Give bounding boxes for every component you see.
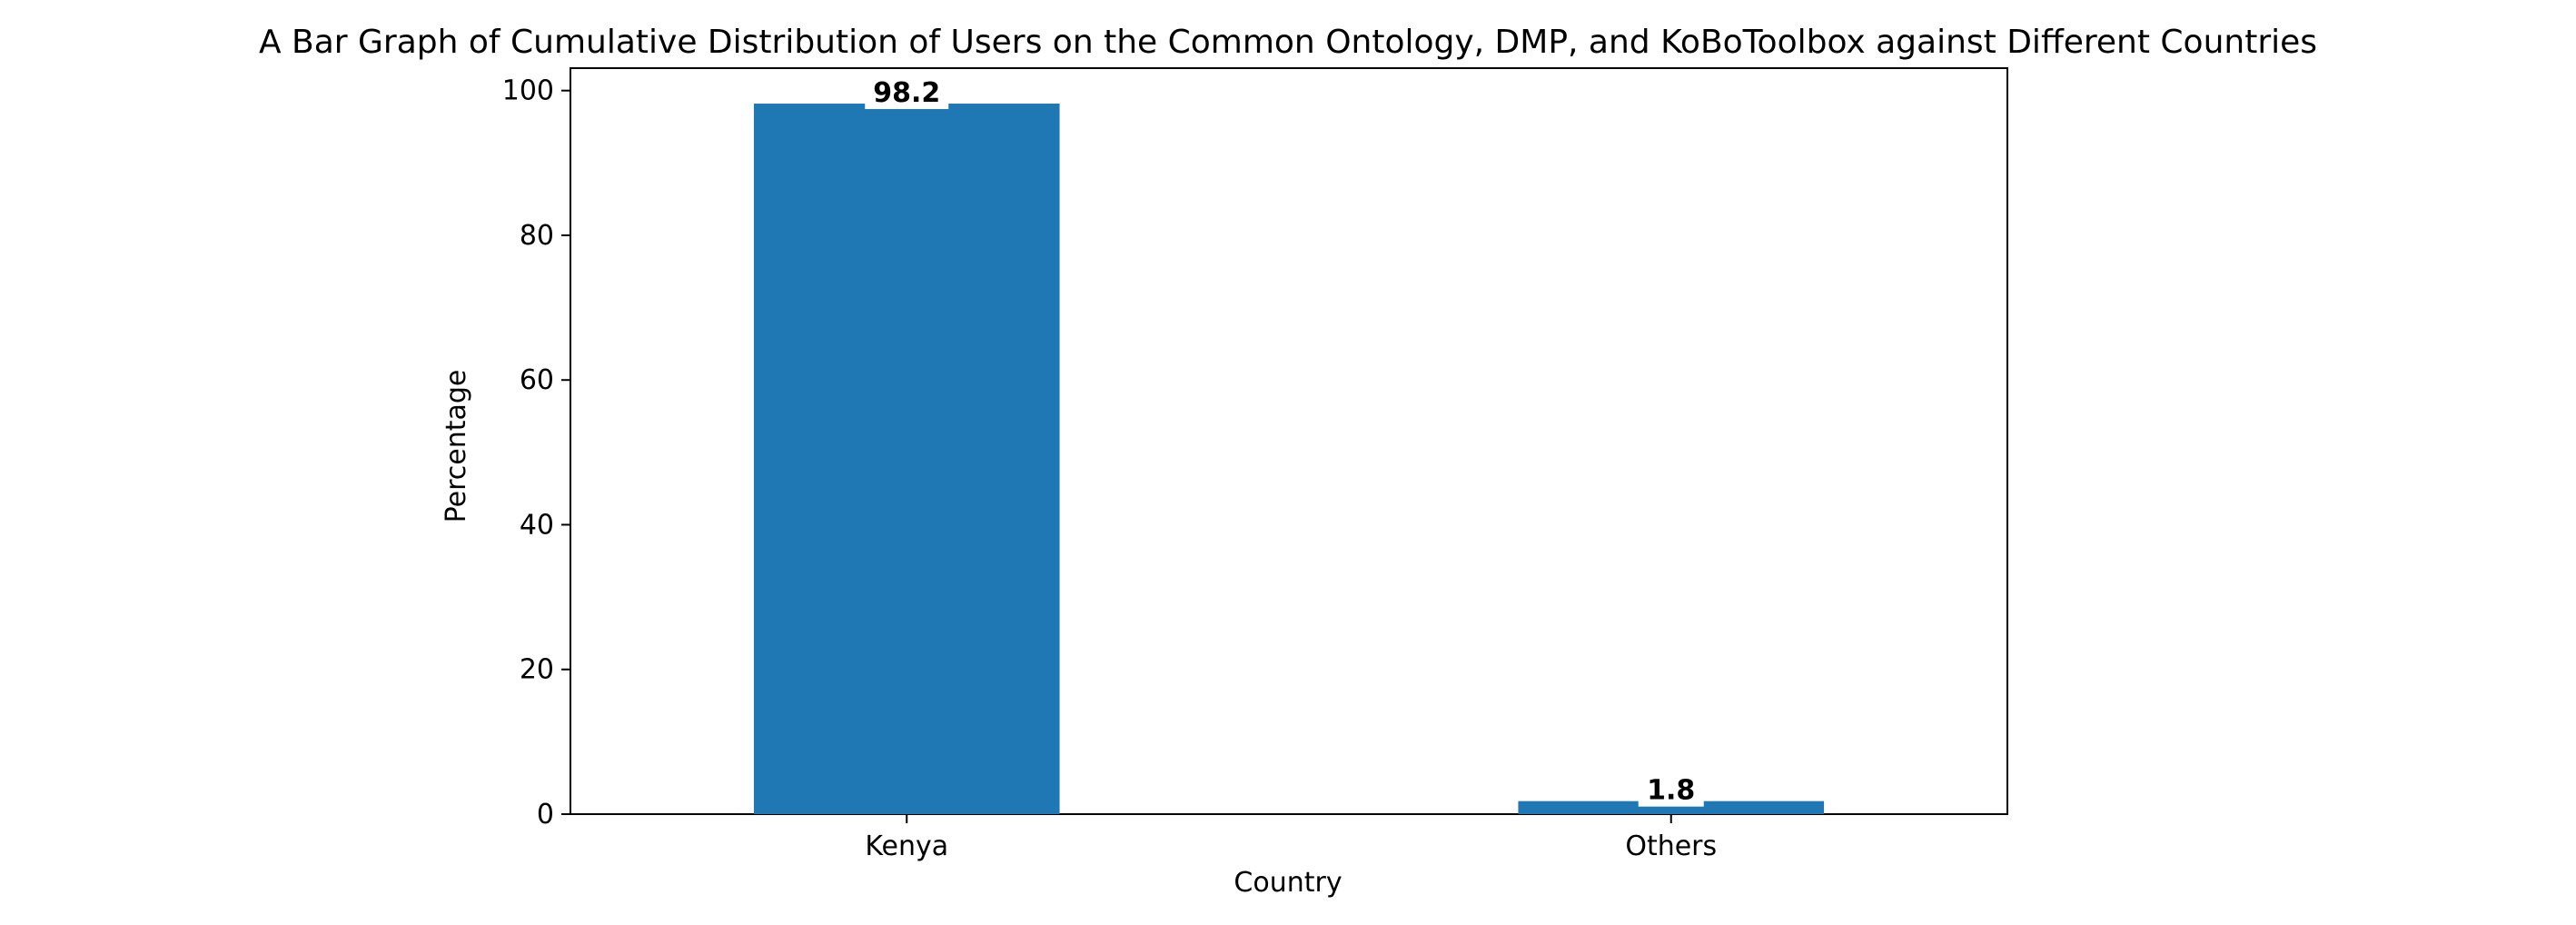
x-axis-label: Country <box>1234 867 1342 899</box>
data-label-background <box>1638 781 1704 807</box>
y-tick-label: 80 <box>520 220 554 252</box>
x-tick-label: Kenya <box>865 831 948 862</box>
x-tick-label: Others <box>1625 831 1717 862</box>
bars-layer <box>753 104 1825 814</box>
y-tick-label: 20 <box>520 654 554 686</box>
bar-others <box>1518 801 1825 814</box>
y-tick-label: 0 <box>537 799 554 831</box>
data-label-background <box>865 84 949 110</box>
data-labels-layer: 98.2 1.8 <box>865 77 1704 807</box>
y-tick-label: 40 <box>520 509 554 541</box>
plot-area <box>570 67 2008 815</box>
y-tick-label: 60 <box>520 364 554 396</box>
y-tick-label: 100 <box>502 75 554 107</box>
bar-kenya <box>753 104 1060 814</box>
data-label: 1.8 <box>1647 775 1695 807</box>
data-label: 98.2 <box>873 77 940 109</box>
plot-frame <box>570 67 2008 815</box>
ticks-layer: 0 20 40 60 80 100 Kenya Others <box>502 75 1717 862</box>
y-axis-label: Percentage <box>441 370 472 523</box>
chart-title: A Bar Graph of Cumulative Distribution o… <box>259 24 2317 61</box>
